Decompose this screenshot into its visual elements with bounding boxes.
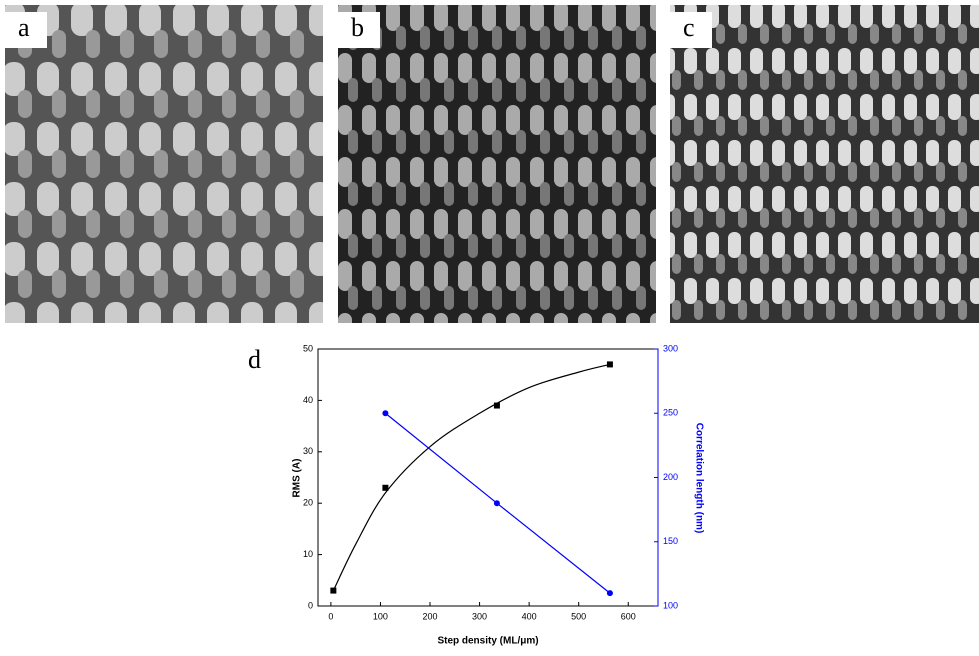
- y-axis-label: RMS (A): [292, 459, 303, 498]
- afm-image: [5, 5, 323, 323]
- afm-image: [338, 5, 656, 323]
- y-tick-label: 30: [303, 446, 313, 456]
- x-tick-label: 500: [571, 611, 586, 621]
- y2-tick-label: 250: [663, 408, 678, 418]
- x-tick-label: 200: [422, 611, 437, 621]
- panel-label: b: [351, 13, 364, 42]
- y2-tick-label: 100: [663, 600, 678, 610]
- panel-label: d: [248, 345, 261, 374]
- x-tick-label: 400: [522, 611, 537, 621]
- data-point: [382, 410, 389, 417]
- plot-frame: [317, 348, 659, 607]
- data-point: [606, 590, 613, 597]
- label-box: [5, 12, 47, 48]
- y2-axis-label: Correlation length (nm): [693, 423, 704, 534]
- y2-tick-label: 150: [663, 536, 678, 546]
- y-tick-label: 50: [303, 343, 313, 353]
- x-tick-label: 600: [621, 611, 636, 621]
- x-tick-label: 0: [328, 611, 333, 621]
- y-tick-label: 40: [303, 395, 313, 405]
- x-axis-label: Step density (ML/μm): [437, 636, 538, 647]
- data-point: [493, 402, 500, 409]
- data-point: [493, 500, 500, 507]
- data-point: [382, 484, 389, 491]
- y-tick-label: 0: [308, 600, 313, 610]
- panel-label: a: [18, 13, 30, 42]
- series-line: [332, 363, 611, 591]
- y-tick-label: 10: [303, 549, 313, 559]
- afm-image: [670, 5, 979, 323]
- panel-label: c: [683, 13, 695, 42]
- y2-tick-label: 200: [663, 472, 678, 482]
- y-tick-label: 20: [303, 498, 313, 508]
- label-box: [670, 12, 712, 48]
- label-box: [338, 12, 380, 48]
- x-tick-label: 300: [472, 611, 487, 621]
- y2-tick-label: 300: [663, 343, 678, 353]
- x-tick-label: 100: [373, 611, 388, 621]
